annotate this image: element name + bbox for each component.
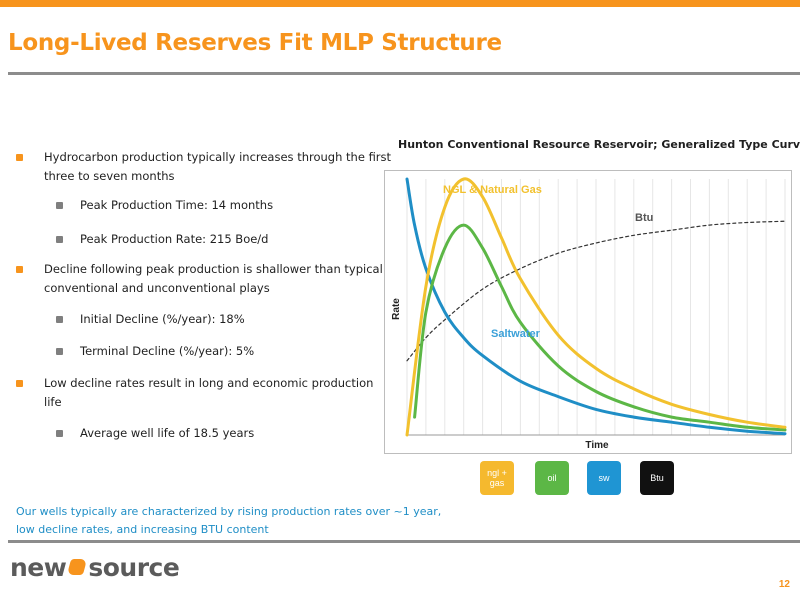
sub-bullet-marker bbox=[56, 202, 63, 209]
bullet-text: Low decline rates result in long and eco… bbox=[44, 376, 374, 409]
x-axis-label: Time bbox=[585, 440, 609, 451]
footnote: Our wells typically are characterized by… bbox=[16, 505, 442, 536]
bullet-marker bbox=[16, 154, 23, 161]
sub-bullet-marker bbox=[56, 316, 63, 323]
top-accent-bar bbox=[0, 0, 800, 7]
series-label-saltwater: Saltwater bbox=[491, 328, 541, 340]
ngl-gas-series-line bbox=[405, 177, 787, 437]
sub-bullet-item: Average well life of 18.5 years bbox=[54, 424, 380, 443]
sub-bullet-text: Terminal Decline (%/year): 5% bbox=[80, 344, 255, 358]
bullet-text: Decline following peak production is sha… bbox=[44, 262, 383, 295]
sub-bullet-marker bbox=[56, 236, 63, 243]
page-number: 12 bbox=[778, 579, 790, 590]
oil-series-line bbox=[413, 223, 787, 432]
bullet-item: Hydrocarbon production typically increas… bbox=[14, 148, 394, 186]
sub-bullet-text: Peak Production Time: 14 months bbox=[80, 198, 274, 212]
logo-text-left: new bbox=[10, 552, 67, 582]
title-divider bbox=[8, 72, 800, 75]
sub-bullet-item: Peak Production Rate: 215 Boe/d bbox=[54, 230, 380, 249]
sub-bullet-text: Peak Production Rate: 215 Boe/d bbox=[80, 232, 269, 246]
series-label-btu: Btu bbox=[635, 212, 653, 224]
series-label-ngl-gas: NGL & Natural Gas bbox=[443, 184, 542, 196]
saltwater-legend-icon: sw bbox=[587, 461, 621, 495]
btu-legend-icon: Btu bbox=[640, 461, 674, 495]
sub-bullet-marker bbox=[56, 348, 63, 355]
bullet-text: Hydrocarbon production typically increas… bbox=[44, 150, 392, 183]
footer-divider bbox=[8, 540, 800, 543]
sub-bullet-text: Average well life of 18.5 years bbox=[80, 426, 255, 440]
logo-swoosh-icon bbox=[67, 559, 88, 575]
slide-title: Long-Lived Reserves Fit MLP Structure bbox=[8, 30, 502, 56]
logo-text-right: source bbox=[88, 552, 180, 582]
chart-canvas: Rate Time NGL & Natural Gas Btu Saltwate… bbox=[391, 177, 787, 451]
y-axis-label: Rate bbox=[391, 298, 402, 320]
sub-bullet-item: Terminal Decline (%/year): 5% bbox=[54, 342, 380, 361]
type-curve-chart: Rate Time NGL & Natural Gas Btu Saltwate… bbox=[384, 170, 792, 454]
company-logo: new source bbox=[10, 551, 180, 582]
bullet-item: Low decline rates result in long and eco… bbox=[14, 374, 394, 412]
bullet-marker bbox=[16, 380, 23, 387]
bullet-item: Decline following peak production is sha… bbox=[14, 260, 394, 298]
sub-bullet-item: Initial Decline (%/year): 18% bbox=[54, 310, 380, 329]
sub-bullet-marker bbox=[56, 430, 63, 437]
chart-title: Hunton Conventional Resource Reservoir; … bbox=[398, 138, 800, 151]
sub-bullet-text: Initial Decline (%/year): 18% bbox=[80, 312, 245, 326]
ngl-gas-legend-icon: ngl + gas bbox=[480, 461, 514, 495]
sub-bullet-item: Peak Production Time: 14 months bbox=[54, 196, 380, 215]
bullet-marker bbox=[16, 266, 23, 273]
oil-legend-icon: oil bbox=[535, 461, 569, 495]
